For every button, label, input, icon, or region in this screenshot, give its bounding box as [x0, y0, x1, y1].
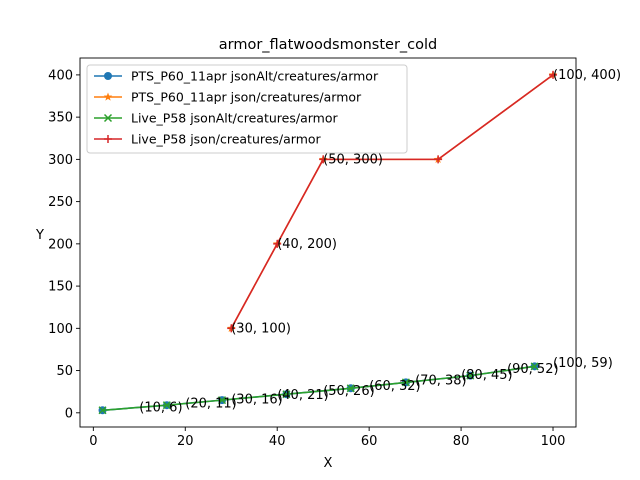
- series-2-point-5: [401, 378, 410, 387]
- annotation-11: (40, 200): [277, 237, 337, 252]
- y-tick-label-3: 150: [48, 280, 73, 295]
- y-axis-label: Y: [35, 228, 44, 243]
- series-3: [227, 70, 558, 333]
- legend-swatch-marker-3: [104, 135, 112, 143]
- y-axis: 0 50 100 150 200 250 300 350 400: [48, 68, 80, 421]
- annotation-9: (100, 59): [553, 356, 613, 371]
- series-3-point-0: [227, 324, 236, 333]
- series-2-point-0-stroke-b: [98, 406, 107, 415]
- series-2-point-4: [346, 384, 355, 393]
- legend-box: [86, 64, 408, 154]
- x-tick-label-3: 60: [361, 434, 378, 449]
- annotation-1: (20, 11): [185, 397, 237, 412]
- legend-entry-1: PTS_P60_11apr json/creatures/armor: [94, 90, 362, 105]
- series-3-point-2: [319, 155, 328, 164]
- series-3-point-1: [273, 239, 282, 248]
- y-tick-label-5: 250: [48, 195, 73, 210]
- x-axis: 0 20 40 60 80 100: [89, 427, 565, 449]
- legend-swatch-marker-2-stroke-b: [103, 113, 113, 123]
- y-tick-label-1: 50: [56, 364, 73, 379]
- series-2-point-7-stroke-b: [530, 362, 539, 371]
- y-tick-label-2: 100: [48, 322, 73, 337]
- y-tick-label-6: 300: [48, 153, 73, 168]
- x-tick-label-1: 20: [177, 434, 194, 449]
- legend-label-1: PTS_P60_11apr json/creatures/armor: [131, 90, 362, 105]
- series-2-point-1-stroke-b: [162, 401, 171, 410]
- x-tick-label-2: 40: [269, 434, 286, 449]
- x-tick-label-4: 80: [453, 434, 470, 449]
- annotation-4: (50, 26): [323, 384, 375, 399]
- series-2-point-6: [466, 371, 475, 380]
- series-2-point-6-stroke-b: [466, 371, 475, 380]
- point-annotations: (10, 6) (20, 11)(30, 16)(40, 21)(50, 26)(…: [139, 68, 621, 416]
- annotation-8: (90, 52): [507, 362, 558, 377]
- annotation-0: (10, 6): [139, 401, 182, 416]
- axes-frame: [79, 57, 577, 428]
- legend-entry-0: PTS_P60_11apr jsonAlt/creatures/armor: [94, 69, 379, 84]
- x-axis-label: X: [324, 456, 333, 471]
- series-2-point-7: [530, 362, 539, 371]
- legend-entry-2: Live_P58 jsonAlt/creatures/armor: [94, 111, 338, 126]
- series-2-line: [102, 365, 535, 412]
- legend-label-0: PTS_P60_11apr jsonAlt/creatures/armor: [131, 69, 379, 84]
- series-2-point-1: [162, 401, 171, 410]
- series-2-point-3-stroke-b: [282, 390, 291, 399]
- chart-title: armor_flatwoodsmonster_cold: [219, 37, 438, 53]
- legend-label-2: Live_P58 jsonAlt/creatures/armor: [131, 111, 338, 126]
- legend-swatch-marker-2: [103, 113, 113, 123]
- annotation-10: (30, 100): [231, 321, 291, 336]
- x-tick-label-0: 0: [89, 434, 97, 449]
- annotation-2: (30, 16): [231, 392, 283, 407]
- y-tick-label-8: 400: [48, 68, 73, 83]
- annotation-6: (70, 38): [415, 374, 467, 389]
- series-3-point-3: [434, 155, 443, 164]
- annotation-7: (80, 45): [461, 368, 512, 383]
- series-2-point-0: [98, 406, 107, 415]
- series-2-point-2-stroke-b: [218, 396, 227, 405]
- legend-entry-3: Live_P58 json/creatures/armor: [94, 132, 322, 147]
- legend: PTS_P60_11apr jsonAlt/creatures/armor PTS…: [86, 64, 408, 154]
- series-2-point-2: [218, 396, 227, 405]
- series-2-point-3: [282, 390, 291, 399]
- legend-label-3: Live_P58 json/creatures/armor: [131, 132, 322, 147]
- y-tick-label-4: 200: [48, 237, 73, 252]
- legend-swatch-marker-1: [103, 92, 113, 101]
- series-2-point-5-stroke-b: [401, 378, 410, 387]
- x-tick-label-5: 100: [541, 434, 566, 449]
- series-2: [98, 362, 539, 415]
- annotation-12: (50, 300): [323, 152, 383, 167]
- series-2-point-4-stroke-b: [346, 384, 355, 393]
- annotation-13: (100, 400): [553, 68, 621, 83]
- y-tick-label-0: 0: [65, 406, 73, 421]
- series-3-point-4: [549, 70, 558, 79]
- annotation-3: (40, 21): [277, 388, 329, 403]
- legend-swatch-marker-0: [104, 72, 112, 80]
- y-tick-label-7: 350: [48, 111, 73, 126]
- annotation-5: (60, 32): [369, 379, 421, 394]
- plot-area: [98, 70, 558, 415]
